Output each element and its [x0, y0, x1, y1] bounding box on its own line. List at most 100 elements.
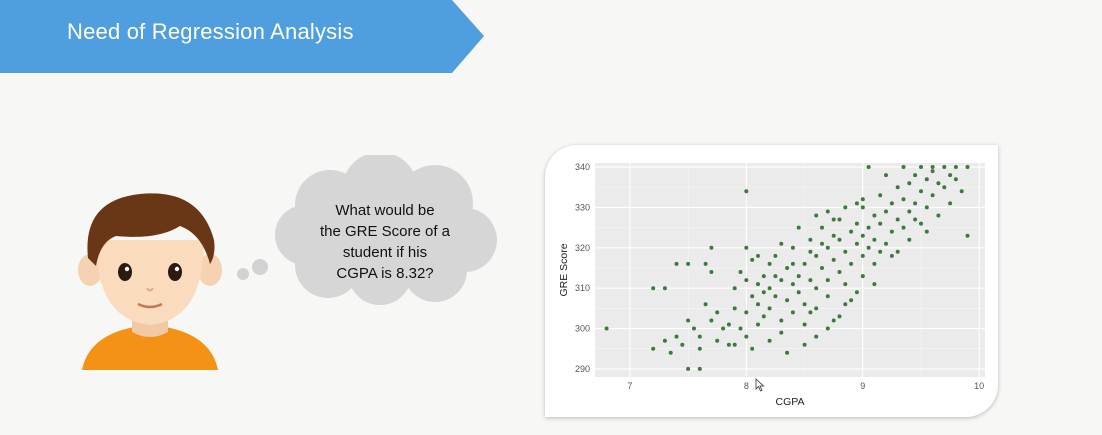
data-point	[831, 257, 836, 262]
data-point	[860, 253, 865, 258]
mouse-cursor-icon	[755, 378, 765, 392]
data-point	[814, 306, 819, 311]
data-point	[884, 241, 888, 246]
y-tick-label: 340	[575, 162, 590, 172]
data-point	[814, 334, 819, 339]
data-point	[779, 278, 784, 283]
data-point	[895, 217, 900, 222]
data-point	[802, 342, 807, 347]
data-point	[895, 185, 900, 190]
data-point	[825, 209, 830, 214]
data-point	[814, 286, 819, 291]
data-point	[703, 261, 708, 266]
y-tick-label: 300	[575, 324, 590, 334]
data-point	[907, 209, 912, 214]
right-ear-shape	[198, 254, 222, 286]
data-point	[889, 229, 894, 234]
data-point	[825, 278, 830, 283]
data-point	[726, 342, 731, 347]
data-point	[738, 326, 743, 331]
data-point	[889, 253, 894, 258]
data-point	[924, 177, 929, 182]
data-point	[872, 237, 877, 242]
x-tick-label: 10	[974, 381, 984, 391]
data-point	[750, 257, 755, 262]
data-point	[825, 294, 830, 299]
data-point	[919, 189, 923, 194]
data-point	[930, 193, 935, 198]
thought-line: the GRE Score of a	[319, 223, 451, 240]
data-point	[901, 225, 906, 230]
y-tick-label: 290	[575, 364, 590, 374]
data-point	[825, 245, 830, 250]
data-point	[779, 318, 784, 323]
data-point	[837, 217, 842, 222]
data-point	[802, 322, 807, 327]
data-point	[814, 213, 819, 218]
data-point	[884, 173, 888, 178]
data-point	[907, 181, 912, 186]
data-point	[843, 302, 848, 307]
data-point	[767, 286, 772, 291]
data-point	[965, 165, 970, 169]
data-point	[919, 165, 923, 169]
data-point	[924, 205, 929, 210]
data-point	[895, 249, 900, 254]
data-point	[820, 225, 824, 230]
data-point	[837, 314, 842, 319]
data-point	[860, 274, 865, 279]
data-point	[849, 261, 854, 266]
x-tick-label: 8	[744, 381, 749, 391]
data-point	[924, 229, 929, 234]
data-point	[849, 229, 854, 234]
data-point	[936, 213, 941, 218]
data-point	[854, 221, 859, 226]
data-point	[790, 245, 795, 250]
data-point	[686, 318, 691, 323]
data-point	[732, 342, 737, 347]
data-point	[843, 205, 848, 210]
data-point	[930, 165, 935, 169]
data-point	[854, 241, 859, 246]
data-point	[715, 338, 720, 343]
data-point	[796, 225, 801, 230]
data-point	[697, 346, 702, 351]
data-point	[802, 302, 807, 307]
data-point	[709, 318, 714, 323]
data-point	[936, 181, 941, 186]
data-point	[831, 318, 836, 323]
data-point	[878, 193, 883, 198]
data-point	[709, 245, 714, 250]
data-point	[808, 249, 813, 254]
data-point	[715, 310, 720, 315]
x-tick-label: 9	[860, 381, 865, 391]
data-point	[773, 294, 778, 299]
data-point	[808, 310, 813, 315]
data-point	[756, 322, 760, 327]
x-axis-title: CGPA	[776, 396, 805, 408]
data-point	[767, 261, 772, 266]
data-point	[779, 241, 784, 246]
data-point	[802, 261, 807, 266]
data-point	[965, 233, 970, 238]
data-point	[942, 185, 947, 190]
x-tick-label: 7	[627, 381, 632, 391]
y-tick-label: 310	[575, 283, 590, 293]
data-point	[849, 298, 854, 303]
data-point	[773, 274, 778, 279]
data-point	[878, 249, 883, 254]
data-point	[785, 298, 790, 303]
data-point	[790, 261, 795, 266]
data-point	[854, 290, 859, 295]
data-point	[913, 217, 918, 222]
data-point	[808, 278, 813, 283]
page-title: Need of Regression Analysis	[67, 19, 354, 44]
data-point	[872, 282, 877, 287]
data-point	[901, 165, 906, 169]
data-point	[796, 290, 801, 295]
y-tick-label: 330	[575, 202, 590, 212]
data-point	[651, 346, 656, 351]
thought-line: student if his	[342, 244, 428, 261]
data-point	[697, 334, 702, 339]
data-point	[767, 306, 772, 311]
